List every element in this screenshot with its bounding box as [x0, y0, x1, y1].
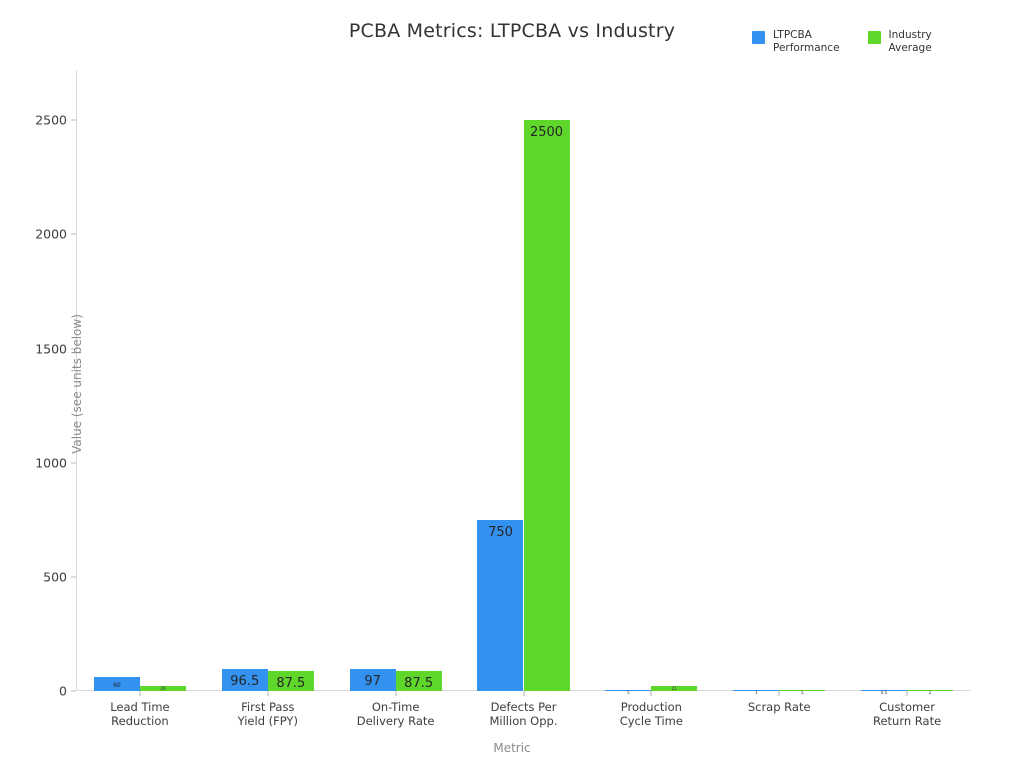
y-tick-mark-icon — [71, 462, 76, 464]
x-tick-mark-icon — [650, 691, 652, 696]
y-tick-mark-icon — [71, 576, 76, 578]
bar-1-6[interactable]: 2 — [907, 689, 954, 695]
bar-0-3[interactable]: 750 — [477, 519, 524, 691]
bar-value-label: 0.5 — [880, 689, 888, 695]
x-tick-label-3: Defects Per Million Opp. — [489, 700, 558, 728]
y-tick-label: 1500 — [35, 341, 67, 357]
y-tick-3: 1500 — [35, 341, 76, 356]
bar-value-label: 97 — [364, 673, 381, 689]
legend-label: Industry Average — [888, 29, 932, 54]
x-tick-mark-icon — [267, 691, 269, 696]
x-tick-label-4: Production Cycle Time — [619, 700, 683, 728]
legend-swatch-icon — [867, 31, 881, 44]
y-tick-4: 2000 — [35, 227, 76, 242]
plot-area: 0 500 1000 1500 2000 2500 Lead Time Reduction… — [35, 70, 971, 728]
x-tick-label-1: First Pass Yield (FPY) — [237, 700, 298, 728]
y-axis-line — [76, 70, 77, 691]
bar-0-5[interactable]: 1 — [733, 689, 780, 695]
bar-value-label: 87.5 — [276, 676, 306, 692]
y-tick-5: 2500 — [35, 113, 76, 128]
bar-0-1[interactable]: 96.5 — [221, 668, 268, 691]
legend-swatch-icon — [752, 31, 765, 44]
y-axis-label: Value (see units below) — [69, 314, 84, 454]
y-tick-mark-icon — [71, 233, 76, 235]
y-tick-mark-icon — [71, 348, 76, 350]
x-tick-mark-icon — [395, 691, 397, 696]
x-tick-mark-icon — [906, 691, 908, 696]
bar-1-0[interactable]: 20 — [139, 686, 186, 692]
bar-0-6[interactable]: 0.5 — [861, 689, 908, 695]
legend-label: LTPCBA Performance — [773, 29, 840, 54]
bar-value-label: 5 — [800, 689, 804, 695]
bar-value-label: 2 — [928, 689, 932, 695]
x-tick-mark-icon — [139, 691, 141, 696]
x-tick-mark-icon — [523, 691, 524, 696]
y-tick-label: 0 — [59, 683, 67, 699]
bar-value-label: 87.5 — [404, 676, 434, 692]
bar-0-2[interactable]: 97 — [349, 668, 396, 691]
bar-1-5[interactable]: 5 — [779, 689, 826, 695]
y-tick-label: 2000 — [35, 226, 67, 242]
x-tick-label-0: Lead Time Reduction — [110, 700, 170, 728]
bar-value-label: 5 — [627, 689, 630, 695]
y-tick-label: 1000 — [35, 455, 67, 471]
bar-value-label: 20 — [160, 686, 166, 692]
bar-1-1[interactable]: 87.5 — [267, 671, 314, 692]
bar-1-2[interactable]: 87.5 — [395, 671, 442, 692]
bar-value-label: 2500 — [529, 125, 564, 141]
x-tick-label-2: On-Time Delivery Rate — [356, 700, 435, 728]
bar-0-0[interactable]: 60 — [93, 677, 140, 691]
x-axis-label: Metric — [493, 741, 531, 755]
bar-value-label: 750 — [488, 524, 513, 540]
x-tick-mark-icon — [778, 691, 780, 696]
y-tick-label: 2500 — [35, 112, 67, 128]
y-tick-label: 500 — [43, 569, 67, 585]
y-tick-mark-icon — [71, 119, 76, 121]
bar-0-4[interactable]: 5 — [605, 689, 652, 695]
legend-item-0[interactable]: LTPCBA Performance — [752, 29, 840, 55]
x-tick-label-6: Customer Return Rate — [872, 700, 942, 728]
y-tick-2: 1000 — [35, 455, 76, 470]
y-tick-1: 500 — [43, 569, 76, 584]
y-tick-mark-icon — [71, 690, 76, 692]
bar-value-label: 60 — [113, 681, 121, 689]
bar-value-label: 21 — [671, 686, 677, 692]
x-tick-label-5: Scrap Rate — [747, 700, 811, 714]
legend-item-1[interactable]: Industry Average — [867, 29, 932, 55]
bar-value-label: 96.5 — [230, 673, 260, 689]
chart-title: PCBA Metrics: LTPCBA vs Industry — [348, 20, 676, 42]
bar-1-3[interactable]: 2500 — [523, 120, 570, 691]
bar-value-label: 1 — [754, 689, 758, 695]
bar-1-4[interactable]: 21 — [651, 686, 698, 692]
y-tick-0: 0 — [59, 684, 76, 699]
chart-legend: LTPCBA Performance Industry Average — [752, 29, 932, 55]
